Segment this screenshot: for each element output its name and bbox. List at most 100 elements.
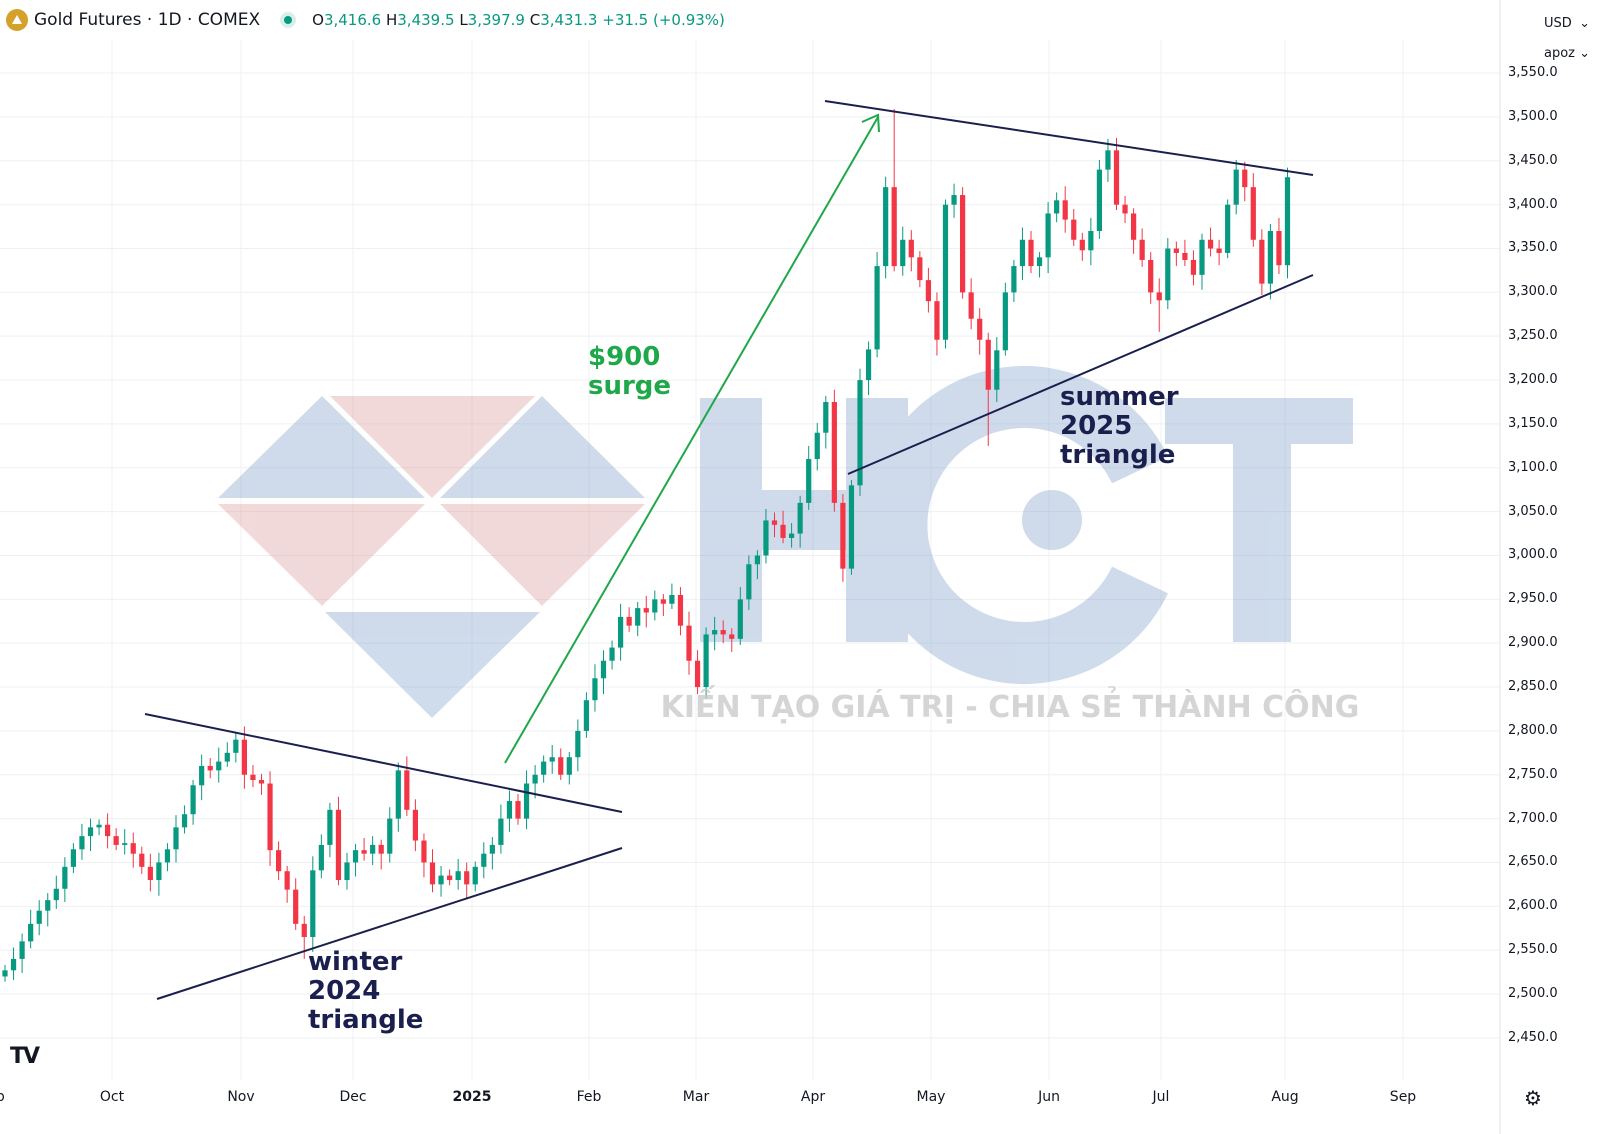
candle-body xyxy=(87,827,94,837)
candle-body xyxy=(1250,187,1256,240)
candle-body xyxy=(771,520,778,525)
price-tick-label: 2,550.0 xyxy=(1508,942,1558,958)
candle-body xyxy=(609,647,615,661)
candle-body xyxy=(669,594,675,604)
chevron-down-icon: ⌄ xyxy=(1579,15,1590,31)
candle-body xyxy=(28,923,34,942)
candle-body xyxy=(857,380,863,486)
candle-body xyxy=(10,958,17,971)
annotation-text: 2024 xyxy=(308,976,381,1006)
candle-body xyxy=(498,818,504,845)
candle-body xyxy=(720,630,726,635)
annotation-text: summer xyxy=(1060,382,1179,412)
candle-body xyxy=(352,850,359,863)
time-tick-label: Oct xyxy=(99,1089,125,1105)
time-tick-label: Sep xyxy=(1389,1089,1417,1105)
high-label: H xyxy=(385,11,398,29)
summer-upper-trendline xyxy=(824,100,1314,176)
arrow-head-icon xyxy=(861,113,880,133)
candle-body xyxy=(70,849,76,867)
candle-body xyxy=(310,870,316,937)
time-tick-label: Jul xyxy=(1152,1089,1170,1105)
unit-dropdown[interactable]: apoz ⌄ xyxy=(1538,40,1596,66)
time-tick-label: Nov xyxy=(227,1089,255,1105)
candle-body xyxy=(1054,200,1060,214)
candle-body xyxy=(1028,239,1034,267)
candle-body xyxy=(823,402,829,433)
candle-body xyxy=(643,608,649,613)
candle-body xyxy=(241,739,247,775)
candle-body xyxy=(1276,231,1282,266)
winter-triangle-annotation: winter 2024 triangle xyxy=(308,948,423,1035)
candle-body xyxy=(1233,169,1239,205)
candle-body xyxy=(130,843,136,854)
candle-body xyxy=(1199,239,1205,275)
candle-body xyxy=(481,853,487,867)
candle-body xyxy=(925,280,931,302)
gold-symbol-icon xyxy=(6,9,28,31)
hct-watermark-logo xyxy=(218,366,1353,718)
symbol-title[interactable]: Gold Futures · 1D · COMEX xyxy=(34,10,261,30)
price-tick-label: 3,100.0 xyxy=(1508,459,1558,475)
price-tick-label: 3,300.0 xyxy=(1508,284,1558,300)
low-value: 3,397.9 xyxy=(467,11,525,29)
price-tick-label: 3,200.0 xyxy=(1508,372,1558,388)
time-tick-label: Feb xyxy=(576,1089,602,1105)
candle-body xyxy=(1131,213,1137,240)
candle-body xyxy=(36,910,42,924)
candle-body xyxy=(840,502,846,569)
candle-body xyxy=(951,195,957,205)
price-tick-label: 3,000.0 xyxy=(1508,547,1558,563)
candle-body xyxy=(1113,150,1120,205)
candle-body xyxy=(1182,252,1188,260)
time-tick-label: Mar xyxy=(682,1089,710,1105)
candle-body xyxy=(370,844,376,854)
annotation-text: winter xyxy=(308,947,403,977)
candle-body xyxy=(344,862,350,880)
candle-body xyxy=(985,339,991,390)
close-value: 3,431.3 xyxy=(540,11,598,29)
candle-body xyxy=(173,827,179,850)
candle-body xyxy=(190,785,196,815)
candle-body xyxy=(686,625,692,661)
price-tick-label: 2,800.0 xyxy=(1508,722,1558,738)
candle-body xyxy=(404,770,410,810)
candle-body xyxy=(968,292,974,319)
chart-legend: Gold Futures · 1D · COMEX O3,416.6 H3,43… xyxy=(6,9,725,31)
candle-body xyxy=(1267,231,1273,284)
winter-upper-trendline xyxy=(144,713,623,813)
open-label: O xyxy=(312,11,324,29)
settings-gear-icon[interactable]: ⚙ xyxy=(1524,1086,1542,1110)
candle-body xyxy=(532,774,538,784)
candle-body xyxy=(216,761,222,771)
candle-body xyxy=(1207,239,1214,249)
currency-dropdown[interactable]: USD ⌄ xyxy=(1538,10,1596,36)
candle-body xyxy=(489,844,495,854)
candle-body xyxy=(652,599,658,613)
candle-body xyxy=(1079,239,1085,251)
candle-body xyxy=(258,780,265,784)
price-tick-label: 3,250.0 xyxy=(1508,328,1558,344)
candle-body xyxy=(677,594,684,626)
candle-body xyxy=(891,187,897,267)
candle-body xyxy=(250,774,256,781)
candle-body xyxy=(635,608,641,626)
candle-body xyxy=(156,862,162,880)
candle-body xyxy=(1216,248,1222,253)
candle-body xyxy=(318,844,324,871)
summer-lower-trendline xyxy=(847,274,1314,475)
market-status-icon xyxy=(280,12,297,28)
candle-body xyxy=(1071,219,1077,240)
surge-arrow xyxy=(504,116,879,764)
tradingview-logo-icon[interactable]: TV xyxy=(10,1044,40,1069)
candle-body xyxy=(53,888,59,901)
annotation-text: surge xyxy=(588,371,672,401)
candle-body xyxy=(438,875,444,885)
candle-body xyxy=(1156,292,1162,301)
candle-body xyxy=(378,844,384,854)
price-tick-label: 3,050.0 xyxy=(1508,503,1558,519)
chevron-down-icon: ⌄ xyxy=(1579,45,1590,61)
candles xyxy=(2,109,1291,982)
candle-body xyxy=(1088,231,1094,251)
